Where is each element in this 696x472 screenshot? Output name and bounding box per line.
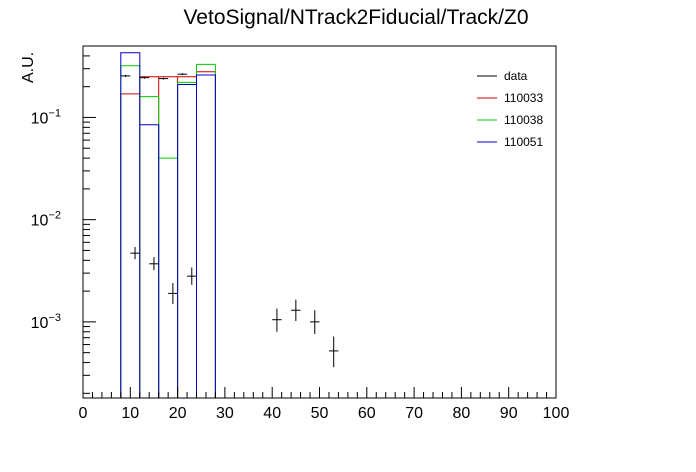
- y-tick-label: 10−3: [31, 312, 61, 332]
- x-tick-label: 80: [453, 405, 471, 422]
- x-tick-label: 90: [500, 405, 518, 422]
- legend-item-data: data: [477, 69, 528, 83]
- x-tick-label: 30: [216, 405, 234, 422]
- x-tick-label: 60: [358, 405, 376, 422]
- x-tick-label: 10: [121, 405, 139, 422]
- legend-label: data: [504, 69, 528, 83]
- y-tick-label: 10−2: [31, 210, 61, 230]
- plot-area: [120, 52, 339, 399]
- legend-item-110051: 110051: [477, 135, 543, 149]
- x-tick-label: 20: [169, 405, 187, 422]
- x-tick-label: 100: [543, 405, 570, 422]
- chart-title: VetoSignal/NTrack2Fiducial/Track/Z0: [183, 6, 528, 29]
- histogram-110051: [120, 52, 216, 399]
- series-data: [120, 73, 339, 368]
- x-tick-label: 50: [311, 405, 329, 422]
- x-tick-label: 0: [79, 405, 88, 422]
- legend-item-110038: 110038: [477, 113, 543, 127]
- histogram-110033: [120, 71, 216, 398]
- histogram-110038: [120, 63, 216, 398]
- axes: 0 10 20 30 40 50 60 70 80 90 100 10−3 10−2 10−1: [31, 45, 570, 422]
- legend-label: 110038: [504, 113, 543, 127]
- y-axis-label: A.U.: [20, 52, 37, 83]
- legend-label: 110051: [504, 135, 543, 149]
- plot-frame: [82, 45, 557, 399]
- x-tick-label: 70: [405, 405, 423, 422]
- legend-item-110033: 110033: [477, 91, 543, 105]
- y-tick-label: 10−1: [31, 107, 61, 127]
- legend-label: 110033: [504, 91, 543, 105]
- x-tick-label: 40: [263, 405, 281, 422]
- legend: data 110033 110038 110051: [477, 69, 543, 149]
